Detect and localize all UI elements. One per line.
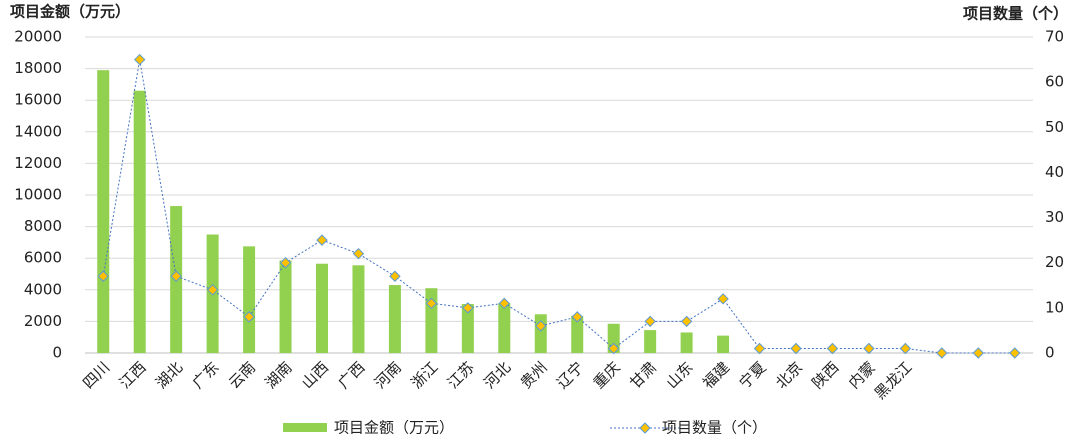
x-tick-label: 河北	[480, 358, 514, 392]
y-tick-label: 4000	[24, 280, 62, 298]
x-tick-label: 辽宁	[553, 358, 587, 392]
marker	[279, 257, 292, 269]
marker	[133, 53, 146, 66]
y-tick-label: 2000	[24, 312, 62, 330]
x-tick-label: 福建	[699, 358, 733, 392]
bar	[97, 70, 110, 354]
marker	[425, 297, 438, 310]
marker	[97, 270, 109, 282]
legend-swatch	[283, 423, 327, 432]
marker	[936, 347, 948, 359]
y2-axis-title: 项目数量（个）	[963, 5, 1068, 23]
x-tick-label: 甘肃	[626, 358, 660, 392]
x-tick-label: 湖北	[152, 358, 186, 392]
x-tick-label: 湖南	[262, 358, 296, 392]
marker	[899, 342, 912, 355]
marker	[790, 342, 802, 355]
line	[102, 59, 1015, 354]
marker	[170, 270, 182, 282]
x-tick-label: 贵州	[517, 358, 551, 392]
bar	[680, 332, 693, 353]
x-tick-label: 四川	[79, 358, 113, 392]
marker	[316, 234, 328, 246]
y-tick-label: 0	[52, 344, 62, 362]
bar	[461, 304, 474, 353]
legend-label: 项目数量（个）	[662, 419, 767, 437]
marker	[717, 293, 729, 305]
marker	[535, 320, 547, 332]
bar	[352, 265, 365, 353]
x-tick-label: 云南	[225, 358, 259, 392]
marker	[389, 270, 401, 282]
bar	[644, 330, 657, 353]
marker	[753, 342, 766, 355]
x-tick-label: 山东	[663, 358, 697, 392]
x-tick-label: 宁夏	[736, 358, 770, 392]
y2-tick-label: 10	[1045, 298, 1064, 316]
x-tick-label: 北京	[772, 358, 806, 392]
y-tick-label: 10000	[14, 186, 62, 204]
bar	[717, 335, 730, 353]
legend-label: 项目金额（万元）	[334, 419, 454, 437]
y2-tick-label: 30	[1045, 208, 1064, 226]
y-tick-label: 20000	[14, 28, 62, 46]
bar	[133, 90, 146, 353]
y-axis-title: 项目金额（万元）	[10, 3, 130, 21]
y-tick-label: 14000	[14, 122, 62, 140]
marker	[571, 311, 583, 323]
marker	[972, 347, 985, 359]
bar	[279, 260, 292, 353]
y2-tick-label: 0	[1045, 344, 1055, 362]
y-tick-label: 6000	[24, 249, 62, 267]
marker	[462, 302, 474, 314]
legend-swatch	[639, 422, 651, 434]
y-tick-label: 18000	[14, 59, 62, 77]
marker	[863, 342, 875, 355]
marker	[680, 315, 693, 328]
y-tick-label: 16000	[14, 91, 62, 109]
marker	[607, 342, 620, 355]
marker	[644, 315, 656, 328]
x-tick-label: 重庆	[590, 358, 624, 392]
bar	[388, 285, 401, 353]
x-tick-label: 广东	[189, 358, 223, 392]
x-tick-label: 黑龙江	[871, 358, 916, 403]
marker	[826, 342, 839, 355]
y2-tick-label: 50	[1045, 118, 1064, 136]
bar	[571, 315, 584, 353]
y2-tick-label: 20	[1045, 253, 1064, 271]
y2-tick-label: 60	[1045, 73, 1064, 91]
marker	[352, 247, 365, 260]
x-tick-label: 河南	[371, 358, 405, 392]
y-tick-label: 8000	[24, 217, 62, 235]
marker	[498, 297, 511, 310]
marker	[1009, 347, 1021, 359]
y-tick-label: 12000	[14, 154, 62, 172]
x-tick-label: 江苏	[444, 358, 478, 392]
marker	[243, 311, 255, 323]
x-tick-label: 陕西	[809, 358, 843, 392]
x-tick-label: 江西	[116, 358, 150, 392]
bar	[243, 246, 256, 353]
x-tick-label: 浙江	[407, 358, 441, 392]
x-tick-label: 山西	[298, 358, 332, 392]
bar	[534, 314, 547, 353]
marker	[206, 284, 219, 296]
y2-tick-label: 70	[1045, 28, 1064, 46]
x-tick-label: 广西	[335, 358, 369, 392]
y2-tick-label: 40	[1045, 163, 1064, 181]
bar	[316, 263, 328, 353]
bar	[498, 303, 511, 353]
